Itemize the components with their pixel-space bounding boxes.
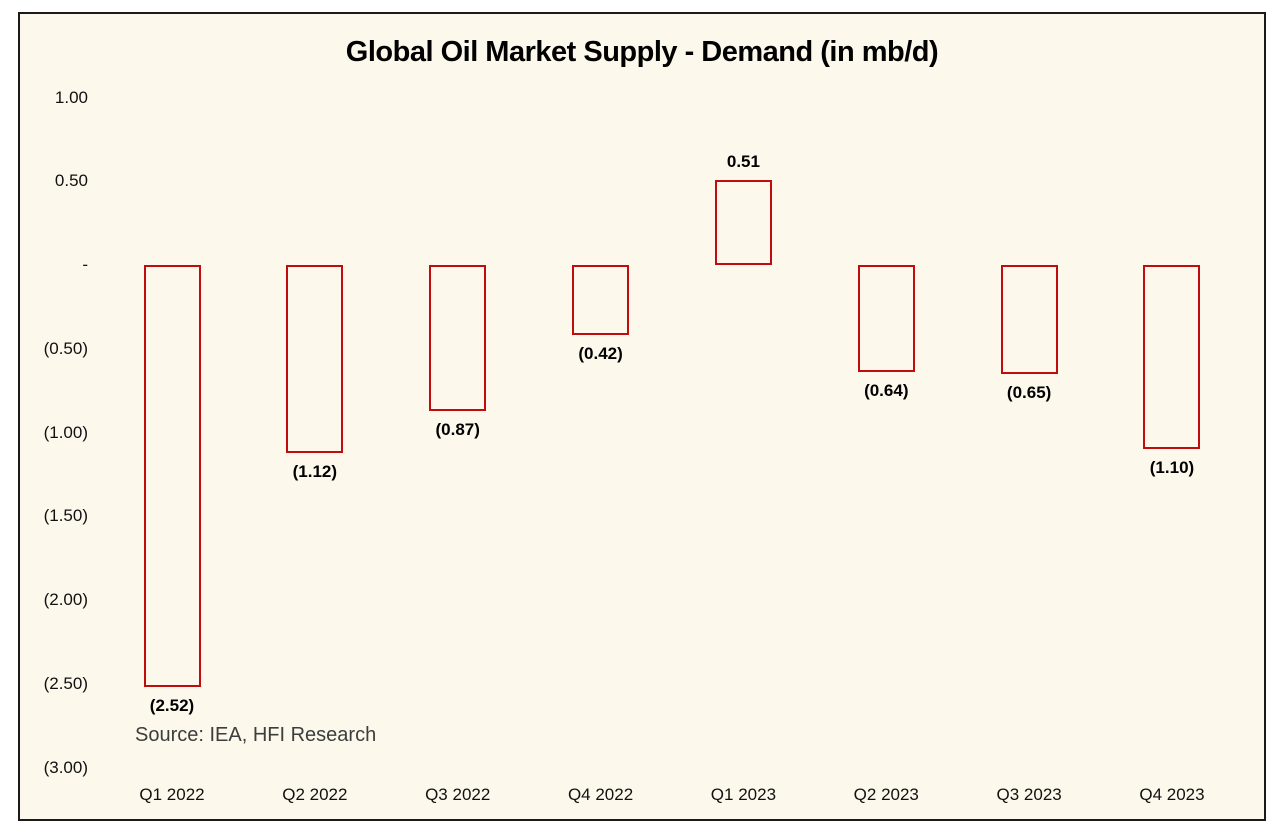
- bar-value-label: (1.12): [292, 461, 338, 481]
- y-tick-label: (2.00): [43, 590, 88, 609]
- chart-title: Global Oil Market Supply - Demand (in mb…: [345, 36, 939, 68]
- x-tick-label: Q2 2023: [853, 785, 919, 804]
- y-tick-label: (0.50): [43, 338, 88, 358]
- bar-q3-2023: [1000, 265, 1058, 374]
- bar-q2-2023: [857, 265, 915, 373]
- bar-value-label: (0.65): [1006, 382, 1052, 402]
- y-tick-label: (2.50): [43, 673, 88, 693]
- y-tick-label: -: [82, 255, 88, 274]
- x-tick-label: Q1 2023: [710, 785, 777, 804]
- x-tick-label: Q4 2023: [1139, 785, 1205, 804]
- bar-q4-2022: [572, 265, 630, 336]
- x-tick-label: Q4 2022: [567, 785, 634, 804]
- x-tick-label: Q1 2022: [139, 785, 205, 804]
- y-tick-label: 1.00: [54, 87, 88, 107]
- source-note: Source: IEA, HFI Research: [135, 724, 377, 746]
- bar-value-label: 0.51: [726, 151, 760, 171]
- bar-value-label: (2.52): [149, 696, 195, 716]
- bar-value-label: (1.10): [1149, 458, 1195, 478]
- chart-frame: Global Oil Market Supply - Demand (in mb…: [18, 12, 1266, 821]
- y-tick-label: (1.50): [43, 506, 88, 526]
- y-tick-label: (1.00): [43, 422, 88, 442]
- bar-q3-2022: [429, 265, 487, 411]
- x-tick-label: Q3 2022: [425, 785, 491, 804]
- bar-value-label: (0.87): [435, 419, 480, 439]
- x-tick-label: Q3 2023: [996, 785, 1062, 804]
- y-tick-label: 0.50: [54, 171, 88, 191]
- bar-q2-2022: [286, 265, 344, 453]
- bar-value-label: (0.64): [864, 381, 909, 401]
- bar-q1-2022: [143, 265, 201, 688]
- x-tick-label: Q2 2022: [282, 785, 348, 804]
- bar-q4-2023: [1143, 265, 1201, 450]
- y-tick-label: (3.00): [43, 757, 88, 777]
- bar-q1-2023: [714, 179, 772, 265]
- bar-value-label: (0.42): [578, 344, 623, 364]
